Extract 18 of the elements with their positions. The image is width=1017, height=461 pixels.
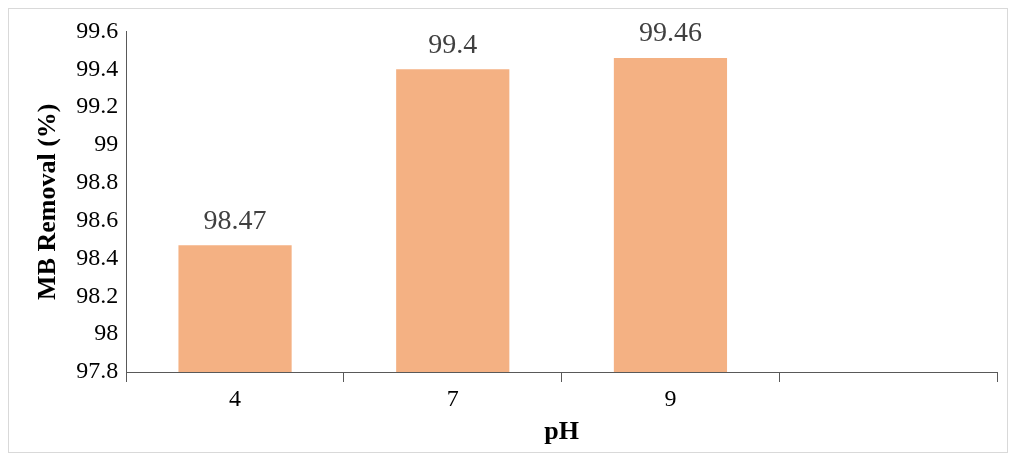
- y-tick-label: 98.6: [76, 205, 119, 232]
- y-axis-title: MB Removal (%): [32, 103, 62, 300]
- x-axis-title: pH: [544, 416, 579, 446]
- y-tick-label: 99: [94, 130, 119, 157]
- y-tick-label: 99.4: [76, 54, 119, 81]
- x-tick-label: 4: [229, 384, 242, 411]
- data-label: 98.47: [203, 203, 267, 235]
- y-tick-label: 99.6: [76, 16, 119, 43]
- x-tick-label: 9: [664, 384, 677, 411]
- y-tick-label: 98: [94, 319, 119, 346]
- y-tick-label: 97.8: [76, 357, 119, 384]
- data-label: 99.46: [638, 16, 702, 48]
- y-tick-label: 98.8: [76, 168, 119, 195]
- y-tick-label: 99.2: [76, 92, 119, 119]
- y-tick-label: 98.2: [76, 281, 119, 308]
- data-label: 99.4: [428, 27, 478, 59]
- y-tick-label: 98.4: [76, 243, 119, 270]
- x-tick-label: 7: [446, 384, 459, 411]
